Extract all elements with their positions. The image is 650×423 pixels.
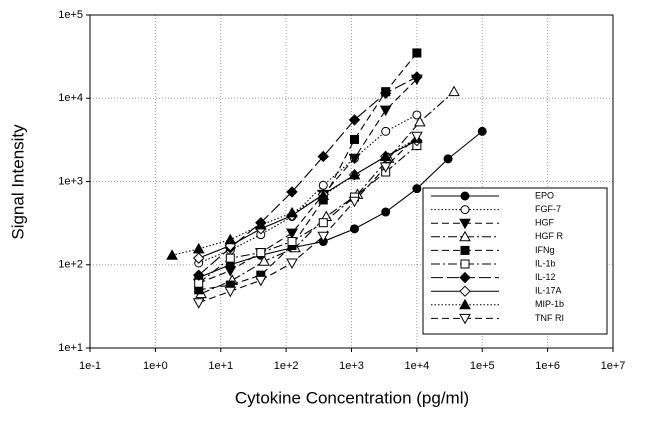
x-tick-label: 1e-1	[79, 360, 101, 372]
data-point	[166, 249, 178, 260]
data-point	[412, 48, 422, 58]
data-point	[411, 131, 423, 143]
data-point	[192, 252, 205, 264]
data-point	[317, 231, 330, 243]
y-tick-label: 1e+3	[58, 175, 83, 187]
legend-label: IL-17A	[535, 286, 562, 296]
data-point	[286, 258, 298, 270]
x-tick-label: 1e+7	[601, 360, 626, 372]
x-tick-label: 1e+5	[470, 360, 495, 372]
data-point	[192, 242, 205, 254]
data-point	[224, 266, 237, 277]
data-point	[224, 233, 237, 245]
data-point	[224, 286, 237, 298]
data-point	[412, 184, 422, 194]
x-tick-label: 1e+4	[404, 360, 429, 372]
legend-marker	[459, 271, 471, 284]
legend-label: EPO	[535, 190, 554, 200]
y-axis-title: Signal Intensity	[8, 124, 27, 240]
data-point	[318, 218, 328, 228]
data-point	[286, 186, 298, 198]
legend-label: TNF RI	[535, 313, 564, 323]
y-tick-label: 1e+1	[58, 342, 83, 354]
x-axis-title: Cytokine Concentration (pg/ml)	[235, 388, 469, 407]
x-tick-label: 1e+1	[208, 360, 233, 372]
legend-marker	[459, 230, 471, 242]
y-tick-label: 1e+2	[58, 259, 83, 271]
legend-box	[422, 187, 608, 335]
legend-label: HGF	[535, 218, 555, 228]
legend-marker	[460, 259, 470, 269]
data-point	[348, 114, 361, 126]
legend-marker	[459, 313, 471, 325]
legend-marker	[459, 285, 471, 297]
legend-marker	[460, 245, 470, 255]
data-point	[349, 134, 359, 144]
data-point	[379, 87, 392, 99]
x-tick-label: 1e+2	[274, 360, 299, 372]
data-point	[192, 298, 205, 309]
data-point	[349, 224, 359, 234]
y-tick-label: 1e+5	[58, 9, 83, 21]
series-line	[171, 137, 418, 256]
data-point	[318, 180, 328, 190]
series-line	[198, 135, 418, 304]
data-point	[258, 255, 270, 266]
x-tick-label: 1e+3	[339, 360, 364, 372]
legend-label: IL-1b	[535, 258, 556, 268]
legend-marker	[460, 191, 470, 201]
data-point	[286, 228, 298, 240]
data-point	[287, 237, 297, 247]
data-point	[254, 275, 267, 287]
legend-label: HGF R	[535, 231, 563, 241]
data-point	[379, 105, 392, 117]
data-point	[348, 196, 361, 208]
data-point	[413, 115, 426, 127]
plot-frame	[89, 14, 614, 349]
data-point	[192, 269, 205, 281]
legend-marker	[459, 298, 471, 310]
data-point	[381, 126, 391, 136]
legend-label: IL-12	[535, 272, 556, 282]
data-point	[379, 150, 392, 161]
data-point	[225, 253, 235, 263]
legend-label: MIP-1b	[535, 299, 564, 309]
series-line	[198, 140, 418, 259]
series-line	[198, 145, 418, 284]
data-point	[317, 150, 329, 163]
data-point	[379, 162, 392, 173]
legend-marker	[460, 205, 470, 215]
legend-label: FGF-7	[535, 204, 561, 214]
data-point	[254, 219, 267, 230]
data-point	[443, 154, 453, 164]
legend-label: IFNg	[535, 245, 555, 255]
series-line	[198, 130, 483, 279]
y-tick-label: 1e+4	[58, 92, 83, 104]
data-point	[348, 153, 361, 165]
series-line	[198, 52, 418, 291]
data-point	[381, 207, 391, 217]
data-point	[317, 189, 330, 200]
x-tick-label: 1e+6	[535, 360, 560, 372]
series-line	[198, 78, 418, 284]
data-point	[448, 85, 460, 97]
legend-marker	[459, 218, 471, 230]
data-point	[348, 168, 361, 180]
data-point	[256, 248, 266, 258]
data-point	[411, 71, 423, 83]
data-point	[477, 126, 487, 136]
x-tick-label: 1e+0	[143, 360, 168, 372]
data-point	[412, 110, 422, 120]
data-point	[286, 206, 298, 218]
